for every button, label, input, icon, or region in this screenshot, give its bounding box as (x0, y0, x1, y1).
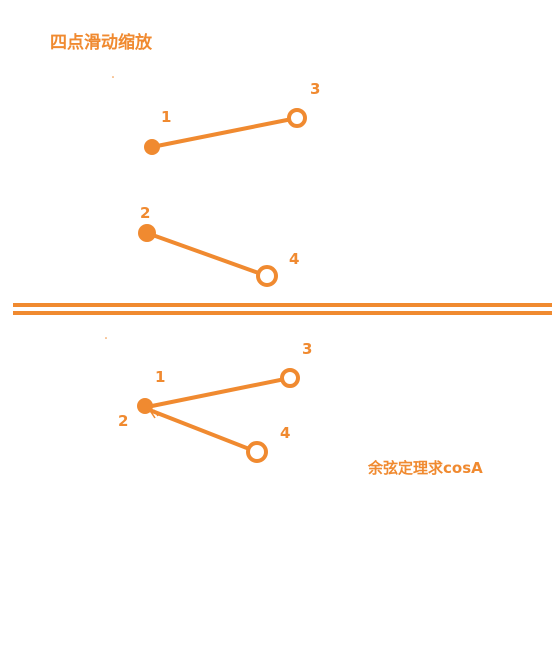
point-3-bottom (280, 368, 300, 388)
label-point-4-bottom: 4 (280, 424, 290, 442)
angle-mark (150, 409, 159, 419)
label-point-2: 2 (140, 204, 150, 222)
label-point-3: 3 (310, 80, 320, 98)
stray-dot (112, 76, 114, 78)
point-4-bottom (246, 441, 268, 463)
point-3 (287, 108, 307, 128)
diagram-caption: 余弦定理求cosA (367, 459, 483, 477)
segment-2-4 (145, 231, 269, 278)
segment-1-3-bottom (145, 376, 292, 409)
segment-1-3 (150, 116, 299, 149)
section-divider (13, 303, 552, 315)
label-point-2-bottom: 2 (118, 412, 128, 430)
segment-2-4-bottom (145, 407, 259, 454)
point-1-2-overlap (137, 398, 153, 414)
label-point-1-bottom: 1 (155, 368, 165, 386)
label-point-1: 1 (161, 108, 171, 126)
label-point-4: 4 (289, 250, 299, 268)
label-point-3-bottom: 3 (302, 340, 312, 358)
bottom-section: 1 2 3 4 (118, 340, 312, 463)
point-2 (138, 224, 156, 242)
point-4 (256, 265, 278, 287)
diagram-title: 四点滑动缩放 (50, 32, 153, 53)
stray-dot-2 (105, 337, 107, 339)
point-1 (144, 139, 160, 155)
top-section: 1 2 3 4 (138, 80, 320, 287)
